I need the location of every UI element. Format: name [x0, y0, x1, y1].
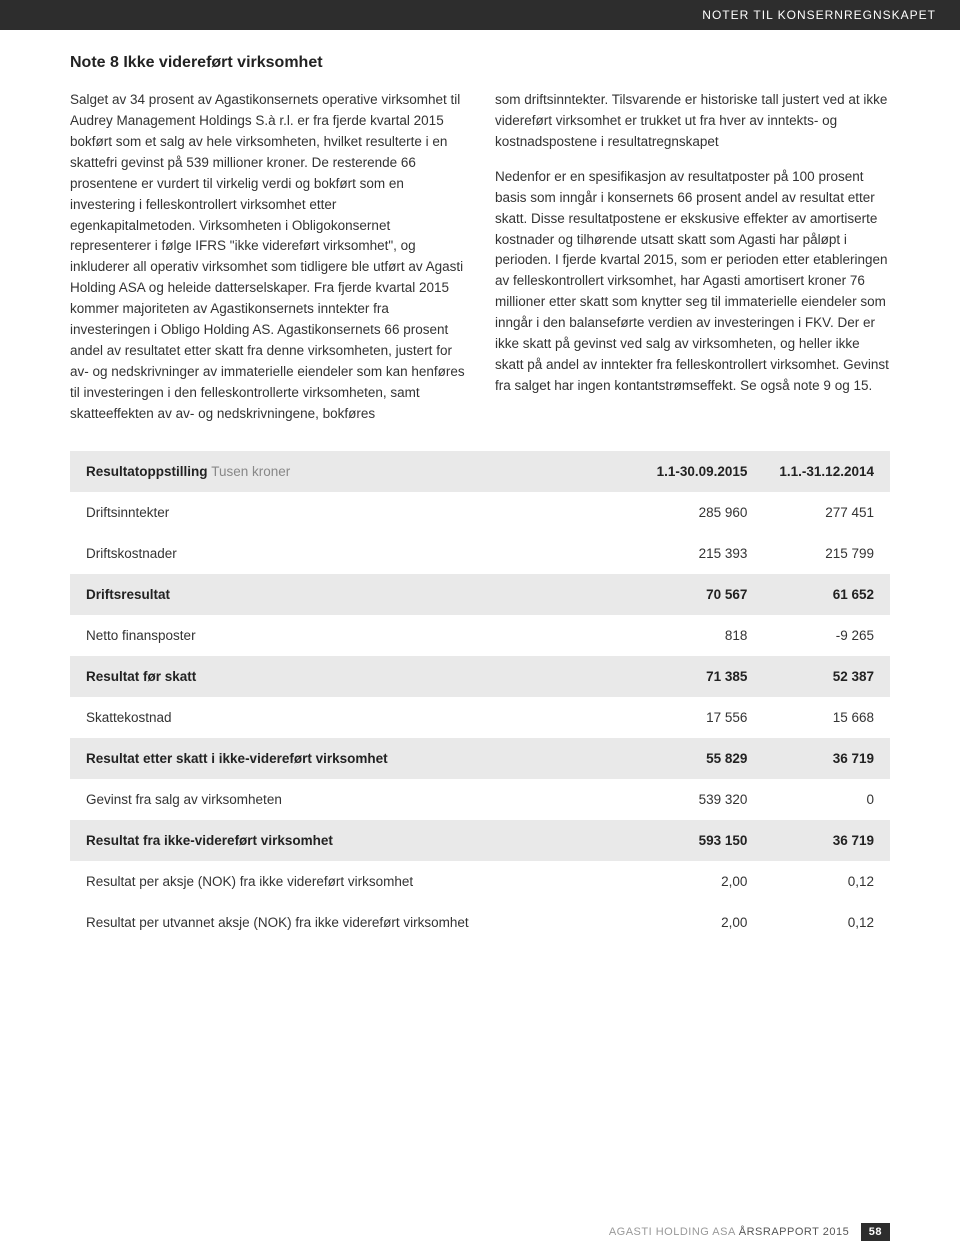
table-header-label-cell: Resultatoppstilling Tusen kroner — [70, 451, 641, 492]
table-row-value-1: 70 567 — [641, 574, 764, 615]
table-row-value-2: 0 — [763, 779, 890, 820]
content: Note 8 Ikke videreført virksomhet Salget… — [0, 30, 960, 943]
table-row-value-2: 52 387 — [763, 656, 890, 697]
body-col-right: som driftsinntekter. Tilsvarende er hist… — [495, 90, 890, 425]
table-row-label: Netto finansposter — [70, 615, 641, 656]
table-row-value-1: 2,00 — [641, 902, 764, 943]
table-header-unit-text: Tusen kroner — [211, 464, 290, 479]
footer-report-text: ÅRSRAPPORT 2015 — [739, 1226, 849, 1238]
table-row-value-1: 285 960 — [641, 492, 764, 533]
table-row-label: Resultat per aksje (NOK) fra ikke videre… — [70, 861, 641, 902]
section-header-label: NOTER TIL KONSERNREGNSKAPET — [702, 8, 936, 22]
table-row-label: Resultat etter skatt i ikke-videreført v… — [70, 738, 641, 779]
table-row-value-1: 17 556 — [641, 697, 764, 738]
table-row-label: Driftsresultat — [70, 574, 641, 615]
table-header-label: Resultatoppstilling — [86, 464, 208, 479]
footer-company: AGASTI HOLDING ASA — [609, 1226, 735, 1238]
table-row-value-1: 215 393 — [641, 533, 764, 574]
table-col2-header: 1.1.-31.12.2014 — [763, 451, 890, 492]
table-row: Resultat fra ikke-videreført virksomhet5… — [70, 820, 890, 861]
table-row: Resultat etter skatt i ikke-videreført v… — [70, 738, 890, 779]
table-row-label: Resultat per utvannet aksje (NOK) fra ik… — [70, 902, 641, 943]
table-row-label: Driftskostnader — [70, 533, 641, 574]
table-row-value-2: 15 668 — [763, 697, 890, 738]
table-row-value-1: 55 829 — [641, 738, 764, 779]
table-row-value-2: 277 451 — [763, 492, 890, 533]
table-row-value-2: 0,12 — [763, 861, 890, 902]
page: NOTER TIL KONSERNREGNSKAPET Note 8 Ikke … — [0, 0, 960, 1257]
footer-page-number: 58 — [861, 1223, 890, 1241]
section-header-bar: NOTER TIL KONSERNREGNSKAPET — [0, 0, 960, 30]
table-col1-header: 1.1-30.09.2015 — [641, 451, 764, 492]
body-columns: Salget av 34 prosent av Agastikonsernets… — [70, 90, 890, 425]
table-row-value-1: 593 150 — [641, 820, 764, 861]
table-row-value-1: 71 385 — [641, 656, 764, 697]
table-row-label: Skattekostnad — [70, 697, 641, 738]
result-table: Resultatoppstilling Tusen kroner 1.1-30.… — [70, 451, 890, 943]
table-row-label: Driftsinntekter — [70, 492, 641, 533]
table-row-value-2: 0,12 — [763, 902, 890, 943]
table-header-row: Resultatoppstilling Tusen kroner 1.1-30.… — [70, 451, 890, 492]
table-row: Driftsinntekter285 960277 451 — [70, 492, 890, 533]
body-paragraph: Nedenfor er en spesifikasjon av resultat… — [495, 167, 890, 397]
table-row-value-2: 36 719 — [763, 820, 890, 861]
table-row-value-1: 539 320 — [641, 779, 764, 820]
table-row-value-2: 36 719 — [763, 738, 890, 779]
table-row-value-2: -9 265 — [763, 615, 890, 656]
page-footer: AGASTI HOLDING ASA ÅRSRAPPORT 2015 58 — [609, 1223, 890, 1241]
table-row: Resultat per utvannet aksje (NOK) fra ik… — [70, 902, 890, 943]
table-row: Driftsresultat70 56761 652 — [70, 574, 890, 615]
note-title: Note 8 Ikke videreført virksomhet — [70, 54, 890, 72]
table-row: Skattekostnad17 55615 668 — [70, 697, 890, 738]
table-row-label: Gevinst fra salg av virksomheten — [70, 779, 641, 820]
table-row-value-2: 215 799 — [763, 533, 890, 574]
table-row-value-2: 61 652 — [763, 574, 890, 615]
table-row-label: Resultat før skatt — [70, 656, 641, 697]
table-row: Gevinst fra salg av virksomheten539 3200 — [70, 779, 890, 820]
body-col-left: Salget av 34 prosent av Agastikonsernets… — [70, 90, 465, 425]
table-row: Resultat per aksje (NOK) fra ikke videre… — [70, 861, 890, 902]
table-row-value-1: 818 — [641, 615, 764, 656]
table-row: Netto finansposter818-9 265 — [70, 615, 890, 656]
table-row-label: Resultat fra ikke-videreført virksomhet — [70, 820, 641, 861]
table-row: Resultat før skatt71 38552 387 — [70, 656, 890, 697]
body-paragraph: som driftsinntekter. Tilsvarende er hist… — [495, 90, 890, 153]
table-row-value-1: 2,00 — [641, 861, 764, 902]
table-row: Driftskostnader215 393215 799 — [70, 533, 890, 574]
